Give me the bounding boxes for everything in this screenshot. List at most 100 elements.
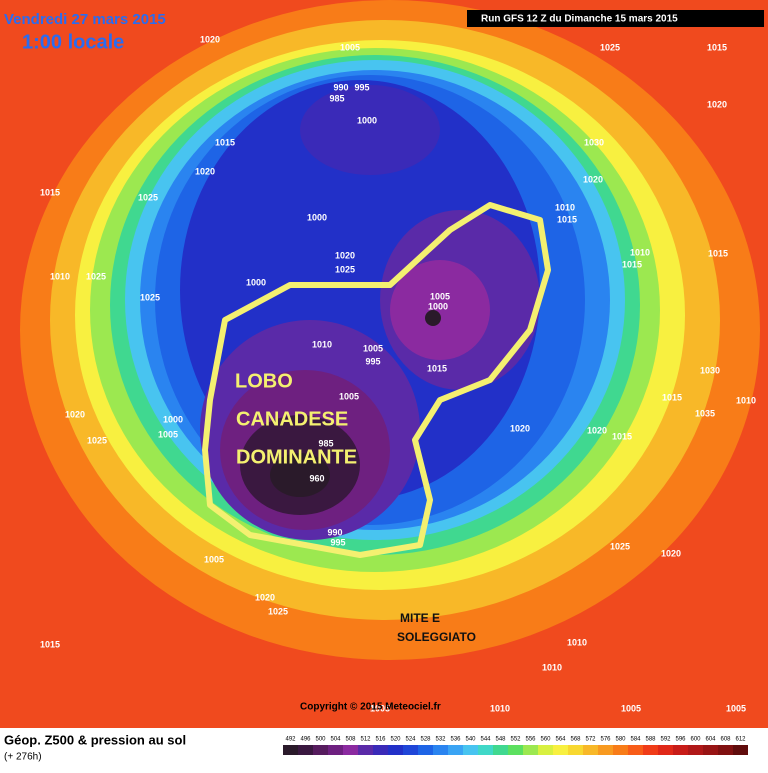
colorbar-label: 572: [585, 737, 596, 743]
isobar-label: 1025: [600, 42, 620, 52]
isobar-label: 1015: [662, 392, 682, 402]
colorbar-label: 492: [285, 737, 296, 743]
colorbar-swatch: [583, 745, 598, 755]
run-info: Run GFS 12 Z du Dimanche 15 mars 2015: [481, 14, 678, 25]
colorbar-label: 600: [690, 737, 701, 743]
isobar-label: 1005: [621, 703, 641, 713]
isobar-label: 985: [329, 93, 344, 103]
isobar-label: 1020: [255, 592, 275, 602]
colorbar-swatch: [343, 745, 358, 755]
colorbar-label: 504: [330, 737, 341, 743]
footer-lead: (+ 276h): [4, 752, 42, 763]
colorbar-label: 576: [600, 737, 611, 743]
colorbar-label: 548: [495, 737, 506, 743]
isobar-label: 1030: [700, 365, 720, 375]
colorbar-swatch: [673, 745, 688, 755]
colorbar-label: 528: [420, 737, 431, 743]
isobar-label: 1010: [542, 662, 562, 672]
isobar-label: 1000: [357, 115, 377, 125]
colorbar-swatch: [703, 745, 718, 755]
colorbar-label: 512: [360, 737, 371, 743]
colorbar-swatch: [328, 745, 343, 755]
colorbar-swatch: [658, 745, 673, 755]
isobar-label: 1015: [622, 259, 642, 269]
isobar-label: 1005: [430, 291, 450, 301]
annotation: MITE E: [400, 611, 440, 625]
colorbar-swatch: [688, 745, 703, 755]
colorbar-swatch: [493, 745, 508, 755]
colorbar-label: 580: [615, 737, 626, 743]
colorbar-label: 608: [720, 737, 731, 743]
colorbar-swatch: [628, 745, 643, 755]
colorbar-label: 588: [645, 737, 656, 743]
colorbar-label: 556: [525, 737, 536, 743]
colorbar-swatch: [718, 745, 733, 755]
isobar-label: 1025: [268, 606, 288, 616]
colorbar-swatch: [568, 745, 583, 755]
isobar-label: 1015: [40, 187, 60, 197]
isobar-label: 1005: [363, 343, 383, 353]
isobar-label: 1015: [40, 639, 60, 649]
isobar-label: 1005: [340, 42, 360, 52]
colorbar-label: 568: [570, 737, 581, 743]
colorbar-label: 532: [435, 737, 446, 743]
isobar-label: 960: [309, 473, 324, 483]
colorbar-label: 536: [450, 737, 461, 743]
isobar-label: 1025: [610, 541, 630, 551]
isobar-label: 1010: [567, 637, 587, 647]
colorbar-label: 544: [480, 737, 491, 743]
isobar-label: 1020: [583, 174, 603, 184]
isobar-label: 1010: [50, 271, 70, 281]
map-background: [0, 0, 768, 728]
isobar-label: 1005: [204, 554, 224, 564]
isobar-label: 1000: [246, 277, 266, 287]
colorbar-label: 612: [735, 737, 746, 743]
colorbar-swatch: [388, 745, 403, 755]
isobar-label: 1015: [708, 248, 728, 258]
isobar-label: 1010: [630, 247, 650, 257]
isobar-label: 1020: [65, 409, 85, 419]
isobar-label: 1025: [140, 292, 160, 302]
isobar-label: 1000: [307, 212, 327, 222]
isobar-label: 995: [330, 537, 345, 547]
colorbar-label: 500: [315, 737, 326, 743]
isobar-label: 1015: [427, 363, 447, 373]
colorbar-swatch: [373, 745, 388, 755]
isobar-label: 1025: [86, 271, 106, 281]
colorbar-swatch: [733, 745, 748, 755]
isobar-label: 1010: [490, 703, 510, 713]
isobar-label: 1020: [510, 423, 530, 433]
isobar-label: 1010: [555, 202, 575, 212]
footer-title: Géop. Z500 & pression au sol: [4, 732, 186, 747]
colorbar-label: 496: [300, 737, 311, 743]
colorbar-swatch: [478, 745, 493, 755]
isobar-label: 990: [333, 82, 348, 92]
isobar-label: 995: [365, 356, 380, 366]
colorbar-label: 584: [630, 737, 641, 743]
isobar-label: 1020: [707, 99, 727, 109]
annotation: CANADESE: [236, 408, 348, 430]
isobar-label: 1020: [200, 34, 220, 44]
forecast-time: 1:00 locale: [22, 31, 124, 53]
colorbar-swatch: [643, 745, 658, 755]
colorbar-label: 520: [390, 737, 401, 743]
isobar-label: 1035: [695, 408, 715, 418]
isobar-label: 1025: [335, 264, 355, 274]
colorbar-swatch: [358, 745, 373, 755]
colorbar-label: 508: [345, 737, 356, 743]
colorbar-label: 604: [705, 737, 716, 743]
isobar-label: 1010: [736, 395, 756, 405]
isobar-label: 1005: [339, 391, 359, 401]
isobar-label: 1020: [335, 250, 355, 260]
colorbar-swatch: [433, 745, 448, 755]
isobar-label: 985: [318, 438, 333, 448]
isobar-label: 1025: [87, 435, 107, 445]
isobar-label: 1020: [195, 166, 215, 176]
colorbar-swatch: [538, 745, 553, 755]
colorbar-label: 524: [405, 737, 416, 743]
colorbar-label: 560: [540, 737, 551, 743]
colorbar-label: 564: [555, 737, 566, 743]
colorbar-swatch: [523, 745, 538, 755]
colorbar-swatch: [448, 745, 463, 755]
